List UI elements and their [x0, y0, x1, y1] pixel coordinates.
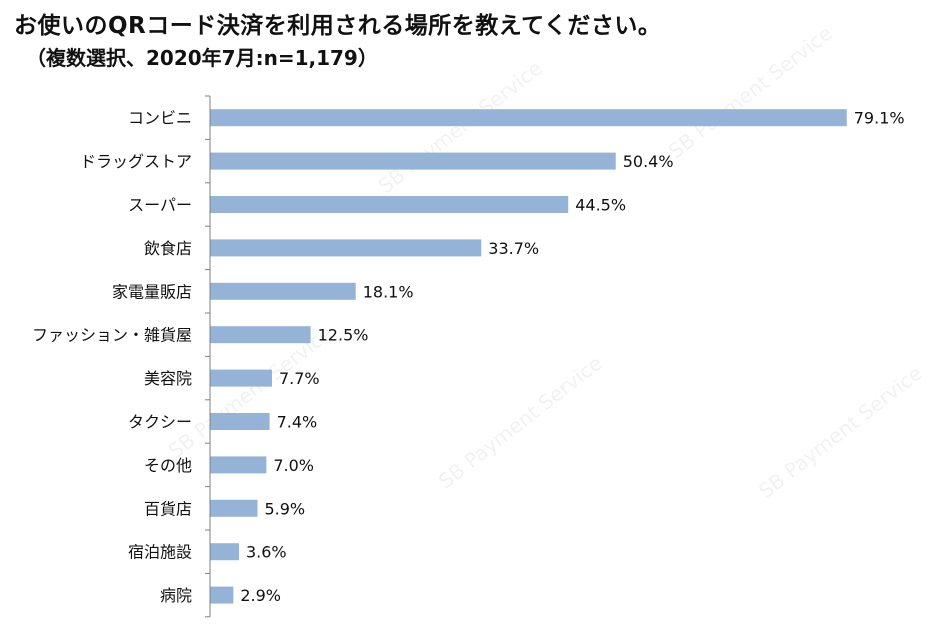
category-labels-group: コンビニドラッグストアスーパー飲食店家電量販店ファッション・雑貨屋美容院タクシー… [32, 109, 192, 605]
category-label: 病院 [160, 586, 192, 605]
category-label: コンビニ [128, 109, 192, 128]
value-label: 50.4% [623, 152, 674, 171]
value-label: 5.9% [264, 499, 305, 518]
chart-title: お使いのQRコード決済を利用される場所を教えてください。 [14, 13, 662, 39]
value-label: 44.5% [575, 196, 626, 215]
bar [210, 543, 239, 561]
category-label: 宿泊施設 [128, 543, 192, 562]
value-label: 79.1% [854, 109, 905, 128]
category-label: スーパー [128, 196, 192, 215]
value-label: 7.0% [273, 456, 314, 475]
value-label: 2.9% [240, 586, 281, 605]
bar [210, 239, 482, 257]
bar [210, 456, 267, 474]
bar [210, 196, 569, 213]
bar [210, 282, 356, 300]
bar [210, 369, 272, 387]
bar [210, 499, 258, 517]
category-label: 家電量販店 [112, 282, 192, 301]
category-label: タクシー [128, 413, 192, 432]
value-labels-group: 79.1% 50.4% 44.5% 33.7% 18.1% 12.5% 7.7% 7.4% 7.… [240, 109, 904, 605]
value-label: 7.7% [279, 369, 320, 388]
category-label: ドラッグストア [80, 152, 192, 171]
category-label: その他 [144, 456, 192, 475]
value-label: 33.7% [488, 239, 539, 258]
bar [210, 326, 311, 344]
bar [210, 152, 616, 170]
category-label: 飲食店 [144, 239, 192, 258]
bar [210, 109, 847, 127]
value-label: 18.1% [363, 282, 414, 301]
value-label: 12.5% [318, 326, 369, 345]
category-label: 美容院 [144, 369, 192, 388]
value-label: 3.6% [246, 543, 287, 562]
bar [210, 586, 234, 604]
bars-group [210, 109, 847, 604]
category-label: ファッション・雑貨屋 [32, 326, 192, 345]
category-label: 百貨店 [144, 499, 192, 518]
bar [210, 413, 270, 430]
axis-ticks-group [205, 95, 210, 618]
value-label: 7.4% [277, 413, 318, 432]
chart-subtitle: （複数選択、2020年7月:n=1,179） [26, 46, 378, 70]
